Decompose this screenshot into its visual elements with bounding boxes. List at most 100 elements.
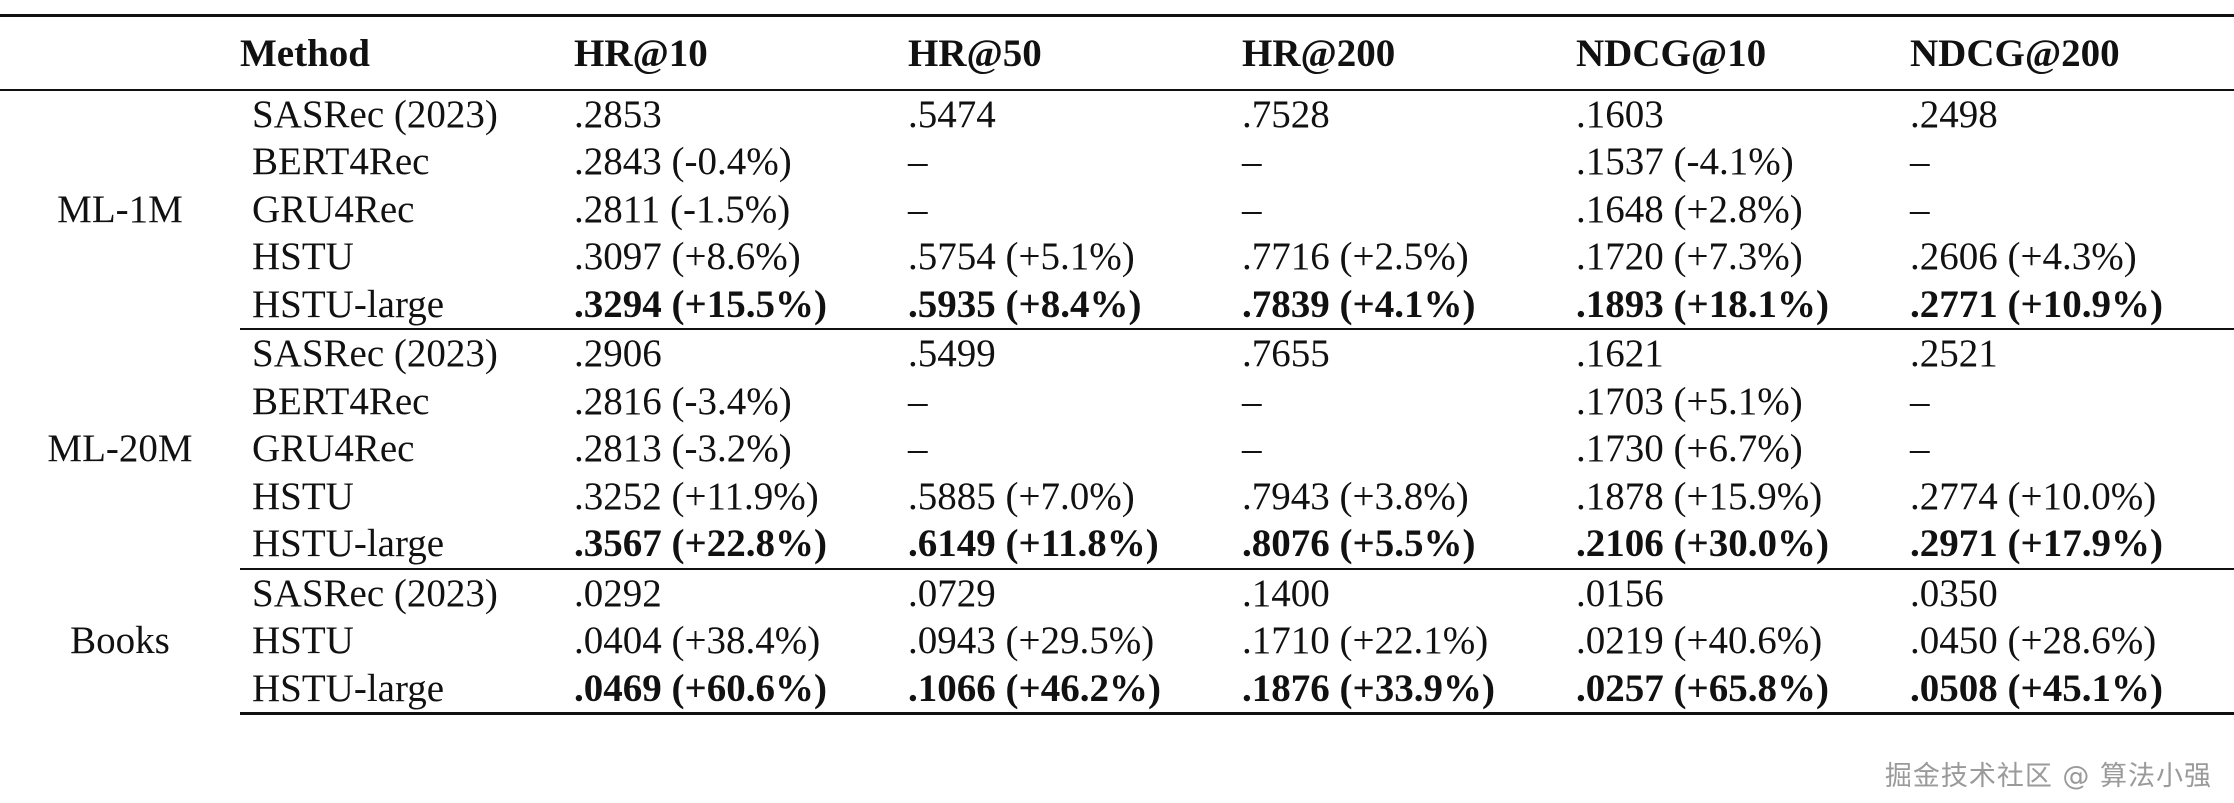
metric-cell: – [1242,140,1262,183]
method-cell: HSTU-large [240,280,574,330]
metric-cell: .1730 (+6.7%) [1576,427,1803,470]
method-cell: BERT4Rec [252,140,430,183]
metric-cell: .0219 (+40.6%) [1576,619,1823,662]
metric-cell: – [1242,187,1262,231]
metric-cell: .2816 (-3.4%) [574,379,792,423]
metric-cell: .2853 [574,92,662,136]
method-cell: HSTU [252,235,354,278]
metric-cell: .0943 (+29.5%) [908,619,1155,662]
metric-cell: .7716 (+2.5%) [1242,235,1469,278]
method-header: Method [240,14,574,91]
metric-cell: .0450 (+28.6%) [1910,619,2157,662]
metric-cell: .6149 (+11.8%) [908,520,1242,570]
metric-cell: .0292 [574,571,662,615]
method-cell: GRU4Rec [252,187,415,231]
metric-cell: .0469 (+60.6%) [574,664,908,715]
method-cell: HSTU [252,474,354,518]
ndcg200-header: NDCG@200 [1910,14,2234,91]
metric-cell: .2606 (+4.3%) [1910,235,2137,278]
metric-cell: – [1242,427,1262,470]
metric-cell: .3252 (+11.9%) [574,474,819,518]
metric-cell: – [1910,187,1930,231]
watermark: 掘金技术社区 @ 算法小强 [1884,761,2212,792]
dataset-group: Books SASRec (2023) .0292.0729.1400.0156.0… [0,569,2234,715]
method-cell: BERT4Rec [252,379,430,423]
method-cell: HSTU-large [240,664,574,715]
table-row: HSTU .3097 (+8.6%) .5754 (+5.1%) .7716 (+2.… [0,233,2234,281]
results-table: Method HR@10 HR@50 HR@200 NDCG@10 NDCG@2… [0,14,2234,715]
metric-cell: .1878 (+15.9%) [1576,474,1823,518]
metric-cell: .5935 (+8.4%) [908,280,1242,330]
metric-cell: .0156 [1576,571,1664,615]
metric-cell: – [1910,140,1930,183]
table-row: HSTU-large .3567 (+22.8%) .6149 (+11.8%) .8… [0,520,2234,570]
metric-cell: .7655 [1242,332,1330,375]
metric-cell: .2971 (+17.9%) [1910,520,2234,570]
metric-cell: .2498 [1910,92,1998,136]
method-cell: SASRec (2023) [252,332,498,375]
metric-cell: .0350 [1910,571,1998,615]
metric-cell: .5885 (+7.0%) [908,474,1135,518]
table-row: BERT4Rec .2843 (-0.4%) – – .1537 (-4.1%) – [0,138,2234,186]
dataset-label: Books [70,619,170,663]
metric-cell: .7839 (+4.1%) [1242,280,1576,330]
dataset-group: ML-1M SASRec (2023) .2853 .5474 .7528 .1603 .2… [0,90,2234,330]
metric-cell: .1703 (+5.1%) [1576,379,1803,423]
method-cell: HSTU [252,619,354,662]
metric-cell: .1710 (+22.1%) [1242,619,1489,662]
dataset-group: ML-20M SASRec (2023) .2906 .5499 .7655 .1621.… [0,329,2234,570]
header-row: Method HR@10 HR@50 HR@200 NDCG@10 NDCG@2… [0,14,2234,91]
metric-cell: .1537 (-4.1%) [1576,140,1794,183]
metric-cell: .7943 (+3.8%) [1242,474,1469,518]
table-row: GRU4Rec .2811 (-1.5%) – – .1648 (+2.8%) – [0,186,2234,234]
metric-cell: .2906 [574,332,662,375]
metric-cell: .3294 (+15.5%) [574,280,908,330]
method-cell: SASRec (2023) [252,92,498,136]
metric-cell: .2771 (+10.9%) [1910,280,2234,330]
table-header: Method HR@10 HR@50 HR@200 NDCG@10 NDCG@2… [0,14,2234,91]
metric-cell: .2521 [1910,332,1998,375]
method-cell: HSTU-large [240,520,574,570]
metric-cell: .5754 (+5.1%) [908,235,1135,278]
table-row: ML-20M SASRec (2023) .2906 .5499 .7655 .1621.… [0,329,2234,470]
table-row: GRU4Rec .2813 (-3.2%) – – .1730 (+6.7%) – [0,425,2234,473]
metric-cell: .5474 [908,92,996,136]
metric-cell: .1876 (+33.9%) [1242,664,1576,715]
metric-cell: .1621 [1576,332,1664,375]
metric-cell: .2774 (+10.0%) [1910,474,2157,518]
metric-cell: – [1910,379,1930,423]
metric-cell: .2813 (-3.2%) [574,427,792,470]
metric-cell: – [908,187,928,231]
table-row: Books SASRec (2023) .0292.0729.1400.0156.0… [0,569,2234,663]
table-row: HSTU .0404 (+38.4%) .0943 (+29.5%) .1710 (+… [0,617,2234,665]
metric-cell: .2811 (-1.5%) [574,187,791,231]
metric-cell: .3567 (+22.8%) [574,520,908,570]
hr10-header: HR@10 [574,14,908,91]
dataset-label: ML-20M [47,427,193,470]
metric-cell: .1066 (+46.2%) [908,664,1242,715]
metric-cell: .3097 (+8.6%) [574,235,801,278]
metric-cell: .5499 [908,332,996,375]
metric-cell: – [1910,427,1930,470]
metric-cell: .1603 [1576,92,1664,136]
metric-cell: .1400 [1242,571,1330,615]
metric-cell: .2106 (+30.0%) [1576,520,1910,570]
table-row: HSTU-large .0469 (+60.6%) .1066 (+46.2%) .1… [0,664,2234,715]
metric-cell: .7528 [1242,92,1330,136]
metric-cell: .0729 [908,571,996,615]
metric-cell: .1720 (+7.3%) [1576,235,1803,278]
metric-cell: .2843 (-0.4%) [574,140,792,183]
metric-cell: – [908,140,928,183]
hr200-header: HR@200 [1242,14,1576,91]
metric-cell: – [1242,379,1262,423]
table-row: ML-1M SASRec (2023) .2853 .5474 .7528 .1603 .2… [0,90,2234,232]
table-row: HSTU-large .3294 (+15.5%) .5935 (+8.4%) .78… [0,280,2234,330]
metric-cell: .0404 (+38.4%) [574,619,821,662]
metric-cell: – [908,427,928,470]
metric-cell: .1648 (+2.8%) [1576,187,1803,231]
table-row: BERT4Rec .2816 (-3.4%) – – .1703 (+5.1%) – [0,378,2234,426]
metric-cell: .1893 (+18.1%) [1576,280,1910,330]
method-cell: GRU4Rec [252,427,415,470]
method-cell: SASRec (2023) [252,571,498,615]
table-row: HSTU .3252 (+11.9%) .5885 (+7.0%) .7943 (+3… [0,473,2234,521]
